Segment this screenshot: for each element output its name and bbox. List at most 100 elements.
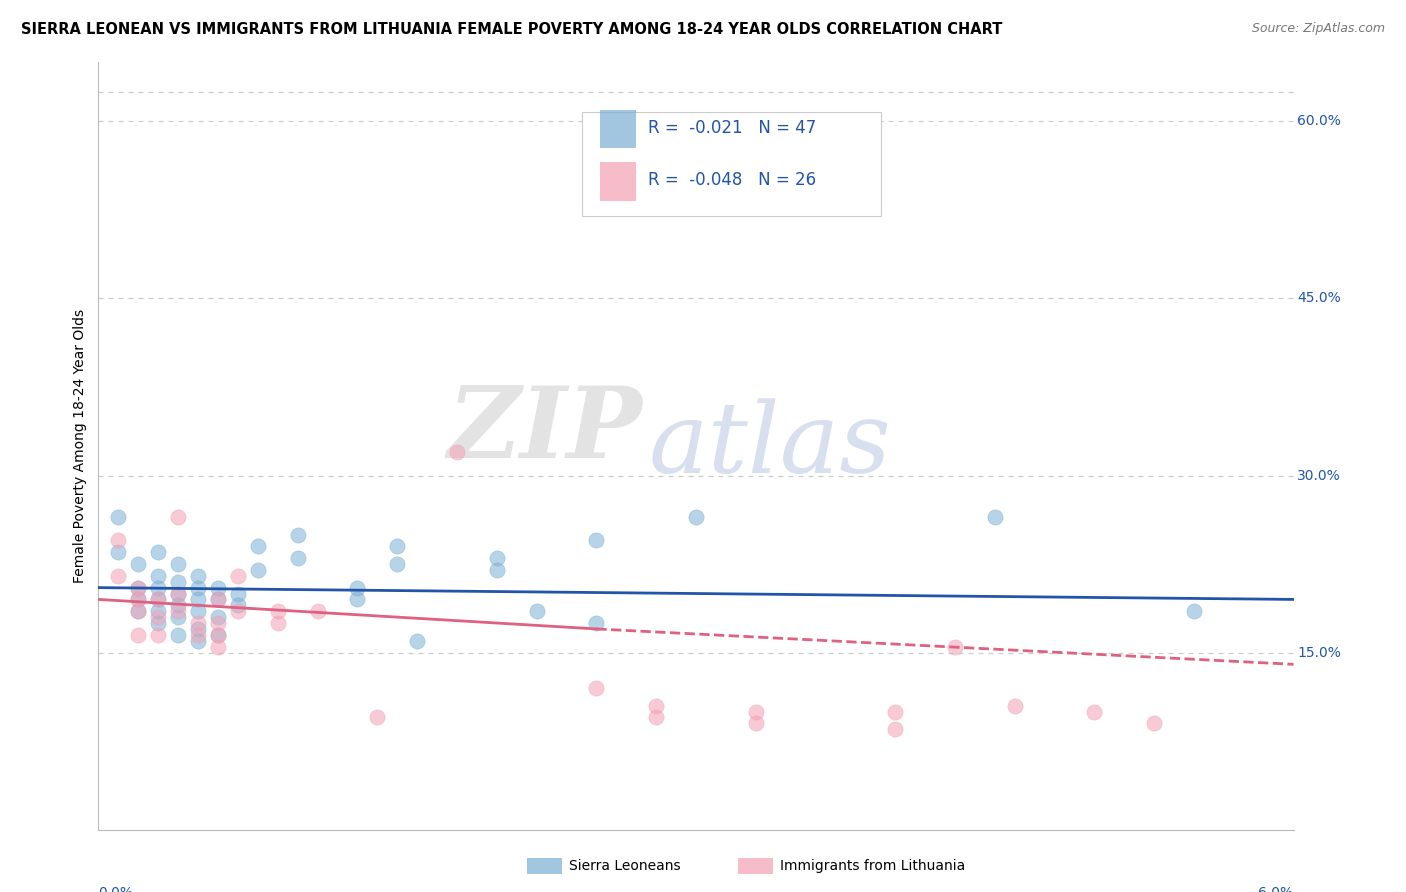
Point (127, 604, 149, 618)
Point (385, 539, 409, 553)
Point (585, 533, 607, 548)
Point (943, 640, 966, 654)
Point (127, 581, 149, 595)
Point (745, 716, 768, 731)
Text: 15.0%: 15.0% (1298, 646, 1341, 659)
Point (187, 622, 209, 636)
Point (267, 604, 290, 618)
Point (127, 592, 149, 607)
Point (307, 604, 329, 618)
Point (127, 557, 149, 571)
Text: Immigrants from Lithuania: Immigrants from Lithuania (780, 859, 966, 873)
Point (127, 592, 149, 607)
Point (167, 586, 190, 600)
Point (187, 633, 209, 648)
Point (226, 569, 249, 583)
Point (346, 581, 368, 595)
Point (1004, 698, 1026, 713)
Point (167, 574, 190, 589)
Point (207, 628, 229, 642)
Point (207, 610, 229, 624)
Point (207, 615, 229, 630)
Point (167, 599, 190, 613)
Point (1182, 604, 1205, 618)
Point (187, 628, 209, 642)
Point (107, 545, 129, 559)
Text: SIERRA LEONEAN VS IMMIGRANTS FROM LITHUANIA FEMALE POVERTY AMONG 18-24 YEAR OLDS: SIERRA LEONEAN VS IMMIGRANTS FROM LITHUA… (21, 22, 1002, 37)
Point (148, 628, 170, 642)
Point (187, 604, 209, 618)
Point (207, 592, 229, 607)
Text: 60.0%: 60.0% (1298, 114, 1341, 128)
Point (246, 539, 269, 553)
Point (148, 581, 170, 595)
Point (167, 604, 190, 618)
Text: ZIP: ZIP (447, 383, 643, 479)
Text: R =  -0.048   N = 26: R = -0.048 N = 26 (648, 170, 817, 189)
Point (207, 640, 229, 654)
Point (246, 563, 269, 577)
Text: atlas: atlas (648, 399, 891, 493)
Point (446, 445, 468, 459)
Point (267, 615, 290, 630)
Point (366, 710, 388, 724)
Point (406, 633, 429, 648)
Bar (600, 110, 637, 148)
Point (148, 610, 170, 624)
Point (127, 581, 149, 595)
Text: 45.0%: 45.0% (1298, 292, 1341, 305)
Point (1083, 705, 1105, 719)
Point (984, 509, 1007, 524)
Point (187, 569, 209, 583)
Point (187, 615, 209, 630)
Point (685, 509, 707, 524)
Text: 6.0%: 6.0% (1258, 887, 1294, 892)
Bar (600, 162, 637, 201)
Point (148, 592, 170, 607)
Point (107, 509, 129, 524)
Point (745, 705, 768, 719)
Point (167, 628, 190, 642)
Point (1143, 716, 1166, 731)
Point (167, 509, 190, 524)
Point (207, 628, 229, 642)
Point (167, 610, 190, 624)
Point (148, 604, 170, 618)
Point (585, 681, 607, 695)
Point (226, 599, 249, 613)
Y-axis label: Female Poverty Among 18-24 Year Olds: Female Poverty Among 18-24 Year Olds (73, 309, 87, 583)
Point (187, 592, 209, 607)
FancyBboxPatch shape (582, 112, 882, 216)
Point (207, 592, 229, 607)
Point (526, 604, 548, 618)
Point (287, 527, 309, 541)
Point (485, 551, 508, 566)
Point (167, 586, 190, 600)
Point (148, 592, 170, 607)
Point (167, 557, 190, 571)
Point (645, 710, 668, 724)
Point (148, 545, 170, 559)
Point (645, 698, 668, 713)
Point (884, 723, 907, 737)
Point (346, 592, 368, 607)
Point (127, 628, 149, 642)
Point (226, 604, 249, 618)
Point (226, 586, 249, 600)
Point (148, 615, 170, 630)
Point (207, 581, 229, 595)
Text: R =  -0.021   N = 47: R = -0.021 N = 47 (648, 119, 817, 136)
Point (127, 604, 149, 618)
Point (884, 705, 907, 719)
Point (485, 563, 508, 577)
Text: 30.0%: 30.0% (1298, 468, 1341, 483)
Point (187, 581, 209, 595)
Point (287, 551, 309, 566)
Text: 0.0%: 0.0% (98, 887, 134, 892)
Text: Sierra Leoneans: Sierra Leoneans (569, 859, 681, 873)
Point (585, 615, 607, 630)
Point (148, 569, 170, 583)
Point (107, 533, 129, 548)
Point (385, 557, 409, 571)
Point (107, 569, 129, 583)
